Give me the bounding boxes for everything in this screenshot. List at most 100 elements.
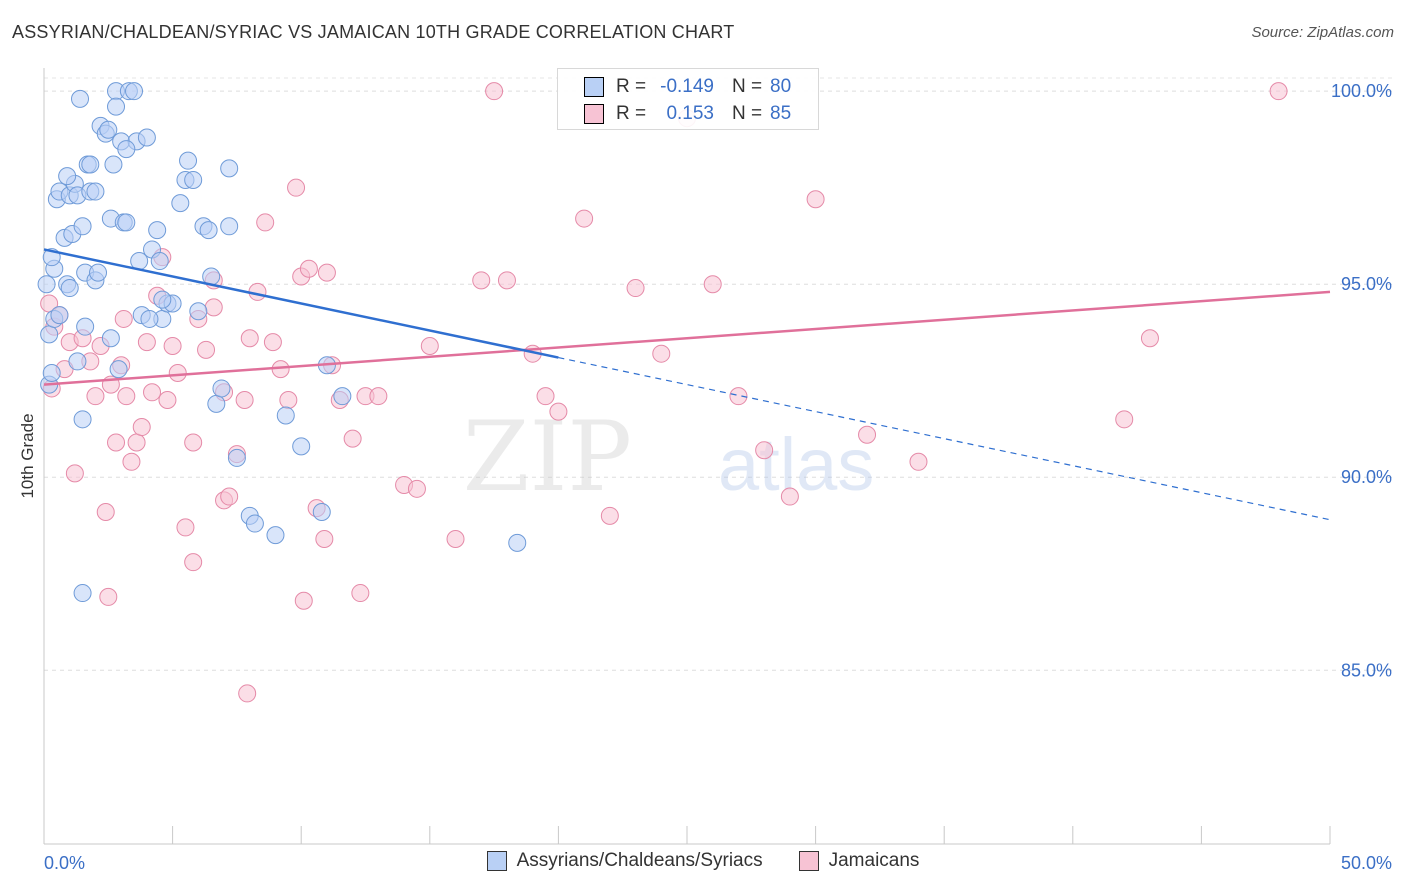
- data-point-assyrians: [220, 217, 239, 236]
- source-label: Source: ZipAtlas.com: [1251, 24, 1394, 41]
- data-point-jamaicans: [235, 391, 254, 410]
- pink-swatch: [584, 104, 604, 124]
- data-point-assyrians: [89, 263, 108, 282]
- data-point-jamaicans: [497, 271, 516, 290]
- data-point-jamaicans: [315, 530, 334, 549]
- data-point-jamaicans: [238, 684, 257, 703]
- data-point-jamaicans: [107, 433, 126, 452]
- data-point-jamaicans: [256, 213, 275, 232]
- data-point-assyrians: [227, 448, 246, 467]
- data-point-jamaicans: [420, 336, 439, 355]
- data-point-assyrians: [140, 309, 159, 328]
- n-value-pink: 85: [770, 103, 792, 124]
- x-tick-label: 50.0%: [1341, 853, 1392, 873]
- data-point-jamaicans: [600, 506, 619, 525]
- data-point-jamaicans: [137, 333, 156, 352]
- n-value-blue: 80: [770, 76, 792, 97]
- watermark: ZIP atlas: [463, 401, 875, 513]
- n-label: N =: [732, 103, 763, 124]
- data-point-assyrians: [76, 317, 95, 336]
- legend-item-jamaicans[interactable]: Jamaicans: [798, 850, 919, 872]
- data-point-jamaicans: [117, 387, 136, 406]
- data-point-assyrians: [60, 279, 79, 298]
- data-point-assyrians: [148, 221, 167, 240]
- data-point-assyrians: [40, 325, 59, 344]
- y-tick-label: 90.0%: [1341, 467, 1392, 487]
- data-point-assyrians: [266, 526, 285, 545]
- data-point-assyrians: [125, 82, 144, 101]
- y-tick-labels: 85.0% 90.0% 95.0% 100.0%: [1331, 81, 1392, 680]
- data-point-jamaicans: [158, 391, 177, 410]
- data-point-jamaicans: [858, 425, 877, 444]
- legend-swatch-blue: [486, 851, 507, 871]
- x-tick-label: 0.0%: [44, 853, 85, 873]
- data-point-jamaicans: [294, 591, 313, 610]
- data-point-assyrians: [117, 213, 136, 232]
- data-point-jamaicans: [127, 433, 146, 452]
- trend-lines: [43, 248, 1331, 521]
- data-point-jamaicans: [626, 279, 645, 298]
- data-point-jamaicans: [220, 487, 239, 506]
- data-point-assyrians: [276, 406, 295, 425]
- trend-line-jamaicans: [43, 290, 1331, 386]
- data-point-jamaicans: [96, 502, 115, 521]
- r-value-blue: -0.149: [660, 76, 714, 97]
- data-point-assyrians: [245, 514, 264, 533]
- data-point-assyrians: [107, 97, 126, 116]
- data-point-jamaicans: [86, 387, 105, 406]
- y-axis-label: 10th Grade: [18, 413, 37, 499]
- data-point-jamaicans: [369, 387, 388, 406]
- data-point-jamaicans: [755, 441, 774, 460]
- data-point-jamaicans: [279, 391, 298, 410]
- data-point-assyrians: [212, 379, 231, 398]
- data-point-assyrians: [37, 275, 56, 294]
- data-point-jamaicans: [485, 82, 504, 101]
- data-point-assyrians: [189, 302, 208, 321]
- bottom-legend: Assyrians/Chaldeans/Syriacs Jamaicans: [0, 850, 1406, 872]
- data-point-jamaicans: [549, 402, 568, 421]
- r-label: R =: [616, 76, 647, 97]
- data-point-assyrians: [73, 217, 92, 236]
- data-point-assyrians: [86, 182, 105, 201]
- data-point-jamaicans: [1269, 82, 1288, 101]
- data-point-assyrians: [153, 290, 172, 309]
- stats-row-pink: R = 0.153 N = 85: [558, 100, 818, 128]
- data-point-jamaicans: [351, 584, 370, 603]
- data-point-assyrians: [71, 89, 90, 108]
- data-point-jamaicans: [472, 271, 491, 290]
- data-point-assyrians: [292, 437, 311, 456]
- trend-line-assyrians: [43, 248, 559, 359]
- data-point-assyrians: [73, 410, 92, 429]
- data-point-assyrians: [312, 502, 331, 521]
- legend-item-assyrians[interactable]: Assyrians/Chaldeans/Syriacs: [486, 850, 763, 872]
- data-point-jamaicans: [143, 383, 162, 402]
- data-point-jamaicans: [806, 190, 825, 209]
- data-point-assyrians: [207, 394, 226, 413]
- r-label: R =: [616, 103, 647, 124]
- data-point-assyrians: [42, 363, 61, 382]
- y-tick-label: 95.0%: [1341, 274, 1392, 294]
- assyrians-points: [37, 82, 527, 603]
- r-value-pink: 0.153: [666, 103, 714, 124]
- jamaicans-points: [40, 82, 1288, 703]
- data-point-jamaicans: [299, 259, 318, 278]
- data-point-jamaicans: [114, 309, 133, 328]
- data-point-assyrians: [179, 151, 198, 170]
- legend-label-assyrians: Assyrians/Chaldeans/Syriacs: [516, 850, 763, 871]
- data-point-jamaicans: [703, 275, 722, 294]
- data-point-assyrians: [68, 352, 87, 371]
- data-point-assyrians: [220, 159, 239, 178]
- data-point-jamaicans: [99, 587, 118, 606]
- grid-lines: [44, 77, 1392, 671]
- blue-swatch: [584, 77, 604, 97]
- data-point-jamaicans: [729, 387, 748, 406]
- trend-line-assyrians-projection: [558, 356, 1331, 521]
- data-point-assyrians: [117, 140, 136, 159]
- data-point-assyrians: [109, 360, 128, 379]
- data-point-jamaicans: [163, 336, 182, 355]
- data-point-assyrians: [58, 167, 77, 186]
- data-point-assyrians: [73, 584, 92, 603]
- data-point-assyrians: [137, 128, 156, 147]
- data-point-assyrians: [150, 252, 169, 271]
